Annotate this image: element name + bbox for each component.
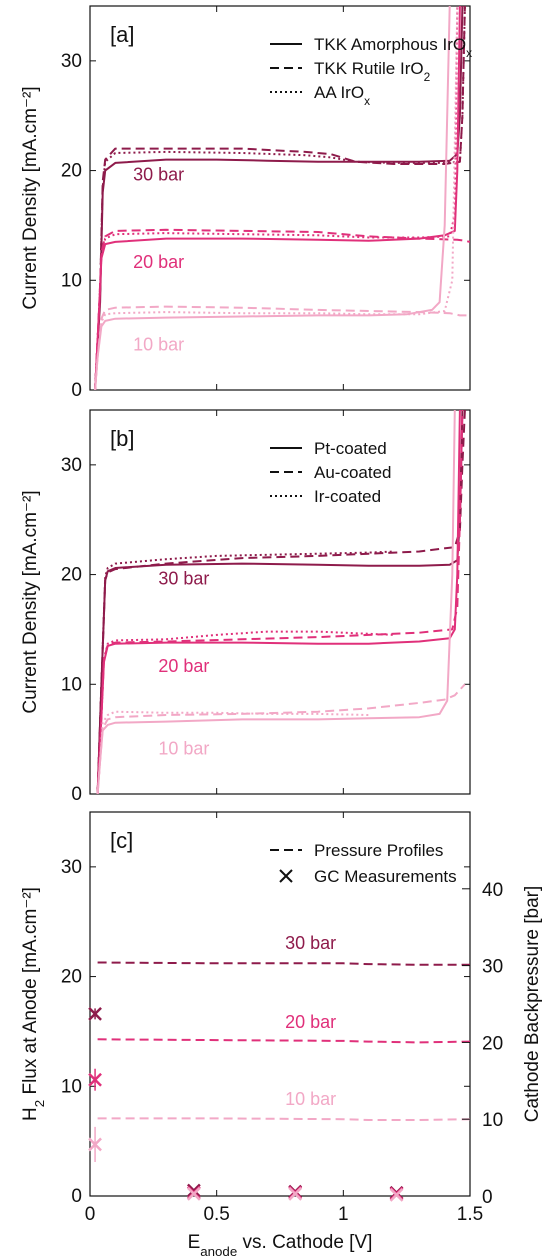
series-line-2 <box>96 550 395 794</box>
y2-tick-label: 20 <box>482 1033 503 1054</box>
series-line-7 <box>96 683 466 794</box>
series-group <box>96 410 466 794</box>
pressure-label: 20 bar <box>158 656 209 676</box>
y2-axis-label: Cathode Backpressure [bar] <box>522 886 543 1123</box>
series-line-7 <box>94 305 470 390</box>
legend-entry: Pressure Profiles <box>314 841 443 860</box>
series-line-0 <box>96 410 464 794</box>
y2-tick-label: 10 <box>482 1110 503 1131</box>
series-line-1 <box>97 1038 470 1044</box>
series-group <box>97 961 470 1121</box>
plot-frame <box>89 409 471 795</box>
pressure-label: 20 bar <box>285 1012 336 1032</box>
gc-points <box>88 1006 404 1202</box>
x-tick-label: 1 <box>338 1204 349 1225</box>
y-tick-label: 10 <box>61 674 82 695</box>
y-tick-label: 30 <box>61 51 82 72</box>
x-axis-label: Eanode vs. Cathode [V] <box>188 1232 373 1256</box>
series-line-8 <box>96 710 369 794</box>
legend-entry: TKK Rutile IrO2 <box>314 59 431 84</box>
series-line-6 <box>94 6 451 390</box>
legend-marker <box>279 869 293 883</box>
pressure-label: 10 bar <box>158 739 209 759</box>
series-line-1 <box>96 410 466 794</box>
series-line-3 <box>96 410 461 794</box>
y-tick-label: 30 <box>61 455 82 476</box>
gc-marker <box>186 1186 201 1201</box>
plot-frame <box>89 5 471 391</box>
y-tick-label: 0 <box>71 784 82 805</box>
gc-marker <box>288 1186 303 1201</box>
series-line-5 <box>94 6 459 390</box>
gc-marker <box>389 1188 404 1202</box>
panel-0: 0 10 20 30 Current Density [mA.cm⁻²] [a] 30 ba… <box>20 5 472 401</box>
y-tick-label: 30 <box>61 857 82 878</box>
y-axis-label: Current Density [mA.cm⁻²] <box>20 490 41 713</box>
legend-entry: Pt-coated <box>314 439 387 458</box>
series-line-2 <box>97 1117 470 1121</box>
y-tick-label: 20 <box>61 967 82 988</box>
x-tick-label: 0.5 <box>203 1204 229 1225</box>
legend-entry: GC Measurements <box>314 867 457 886</box>
series-line-5 <box>96 630 395 794</box>
x-tick-label: 0 <box>85 1204 96 1225</box>
series-line-0 <box>97 961 470 966</box>
y-tick-label: 10 <box>61 1076 82 1097</box>
y-tick-label: 10 <box>61 270 82 291</box>
panel-1: 0 10 20 30 Current Density [mA.cm⁻²] [b] 30 ba… <box>20 409 471 805</box>
pressure-label: 30 bar <box>158 568 209 588</box>
y2-tick-label: 0 <box>482 1187 493 1208</box>
gc-marker <box>88 1072 102 1087</box>
panel-label: [c] <box>110 828 133 853</box>
y-tick-label: 0 <box>71 380 82 401</box>
y-tick-label: 20 <box>61 161 82 182</box>
series-line-8 <box>94 6 459 390</box>
y2-tick-label: 40 <box>482 880 503 901</box>
y-tick-label: 0 <box>71 1186 82 1207</box>
y-axis-label: Current Density [mA.cm⁻²] <box>20 86 41 309</box>
legend-entry: Au-coated <box>314 463 392 482</box>
y-axis-label: H2 Flux at Anode [mA.cm⁻²] <box>20 887 47 1121</box>
legend-entry: AA IrOx <box>314 83 370 108</box>
series-group <box>94 6 470 390</box>
y2-tick-label: 30 <box>482 957 503 978</box>
gc-marker <box>186 1183 201 1198</box>
gc-marker <box>88 1137 102 1152</box>
plot-frame <box>89 811 471 1197</box>
gc-marker <box>88 1006 102 1021</box>
pressure-label: 10 bar <box>133 335 184 355</box>
series-line-4 <box>96 410 464 794</box>
panel-label: [b] <box>110 426 134 451</box>
x-tick-label: 1.5 <box>457 1204 483 1225</box>
pressure-label: 30 bar <box>285 933 336 953</box>
legend-entry: TKK Amorphous IrOx <box>314 35 472 60</box>
series-line-6 <box>96 410 456 794</box>
pressure-label: 10 bar <box>285 1089 336 1109</box>
series-line-4 <box>94 228 470 390</box>
legend-entry: Ir-coated <box>314 487 381 506</box>
y-tick-label: 20 <box>61 565 82 586</box>
pressure-label: 30 bar <box>133 164 184 184</box>
panel-label: [a] <box>110 22 134 47</box>
pressure-label: 20 bar <box>133 252 184 272</box>
